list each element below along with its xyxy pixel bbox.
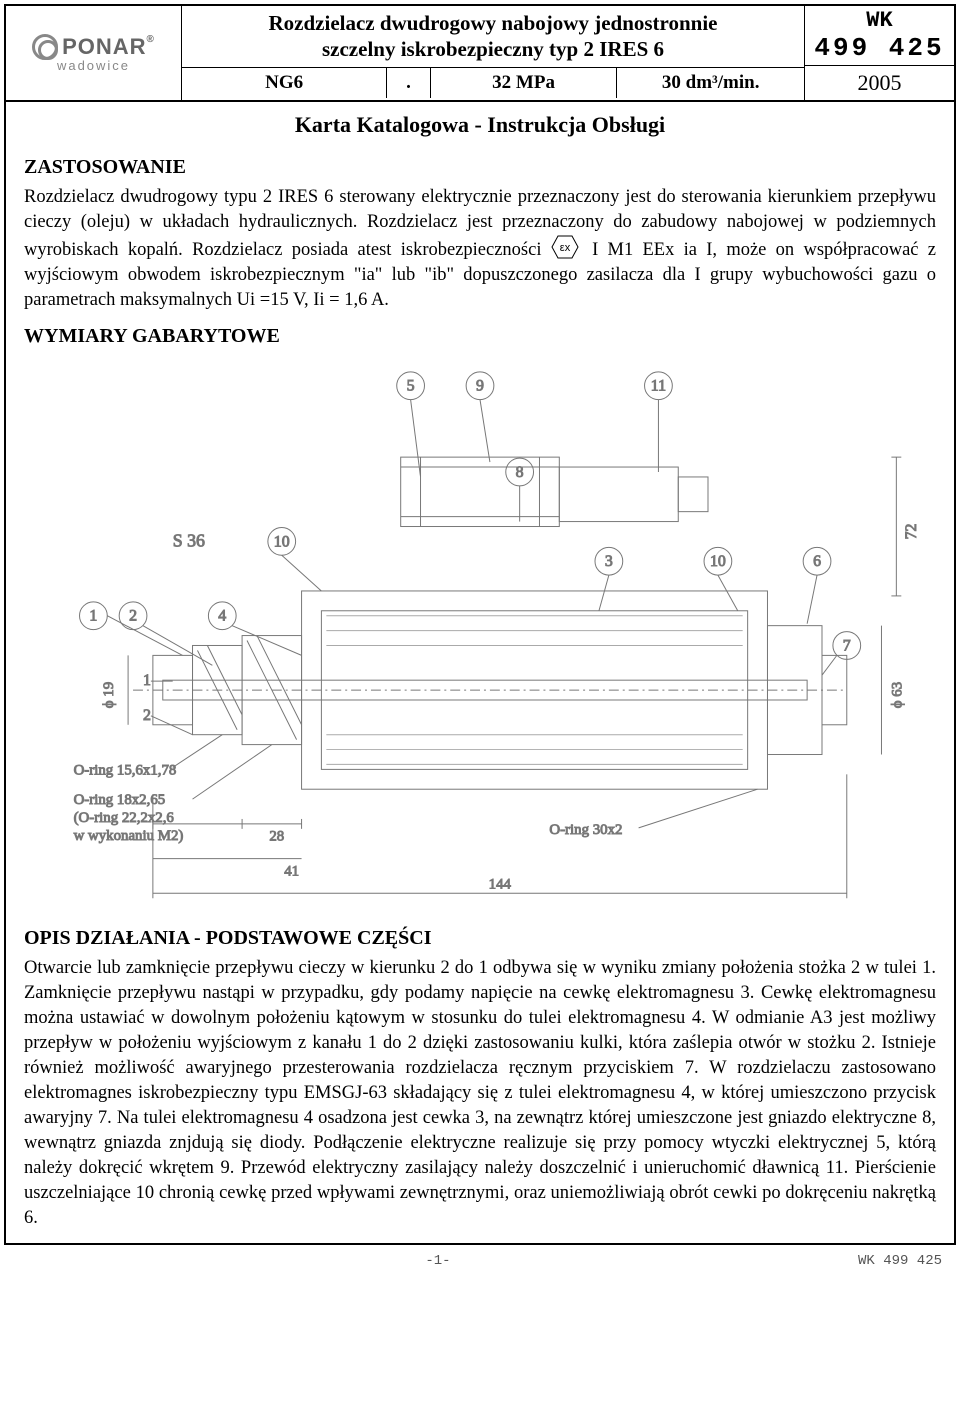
svg-text:ϕ 19: ϕ 19 [101, 682, 117, 708]
svg-text:εx: εx [560, 242, 571, 254]
spec-flow: 30 dm³/min. [617, 68, 804, 98]
svg-text:S 36: S 36 [173, 530, 205, 550]
technical-drawing: 5 9 11 [24, 358, 936, 913]
content: ZASTOSOWANIE Rozdzielacz dwudrogowy typu… [6, 156, 954, 1243]
svg-text:9: 9 [476, 378, 484, 395]
wk-number: 499 425 [805, 33, 954, 66]
spec-row: NG6 . 32 MPa 30 dm³/min. [182, 68, 804, 98]
svg-text:3: 3 [605, 553, 613, 570]
svg-text:O-ring 15,6x1,78: O-ring 15,6x1,78 [74, 762, 177, 778]
svg-text:ϕ 63: ϕ 63 [889, 682, 905, 708]
logo-subtext: wadowice [57, 58, 130, 73]
svg-text:1: 1 [89, 608, 97, 625]
svg-text:28: 28 [269, 829, 284, 845]
doc-code-cell: WK 499 425 2005 [804, 6, 954, 100]
section-application-body: Rozdzielacz dwudrogowy typu 2 IRES 6 ste… [24, 185, 936, 313]
section-application-heading: ZASTOSOWANIE [24, 156, 936, 179]
section-operation-body: Otwarcie lub zamknięcie przepływu cieczy… [24, 956, 936, 1231]
svg-text:72: 72 [903, 523, 920, 539]
svg-text:O-ring 18x2,65: O-ring 18x2,65 [74, 792, 166, 808]
wk-label: WK [805, 6, 954, 33]
spec-mpa: 32 MPa [431, 68, 618, 98]
svg-text:1: 1 [143, 672, 151, 689]
footer-ref: WK 499 425 [858, 1253, 942, 1269]
svg-text:8: 8 [516, 464, 524, 481]
svg-text:10: 10 [710, 553, 726, 570]
svg-text:41: 41 [284, 863, 299, 879]
logo-brand: PONAR® [62, 34, 155, 60]
subtitle: Karta Katalogowa - Instrukcja Obsługi [6, 102, 954, 152]
title-cell: Rozdzielacz dwudrogowy nabojowy jednostr… [182, 6, 804, 100]
footer: -1- WK 499 425 [0, 1249, 960, 1269]
svg-text:2: 2 [129, 608, 137, 625]
header: PONAR® wadowice Rozdzielacz dwudrogowy n… [6, 6, 954, 102]
svg-text:6: 6 [813, 553, 821, 570]
svg-text:11: 11 [651, 378, 666, 395]
svg-text:7: 7 [843, 637, 851, 654]
svg-text:4: 4 [218, 608, 226, 625]
svg-text:O-ring 30x2: O-ring 30x2 [549, 822, 622, 838]
logo-cell: PONAR® wadowice [6, 6, 182, 100]
svg-text:2: 2 [143, 707, 151, 724]
svg-text:10: 10 [274, 533, 290, 550]
logo-rings-icon [32, 34, 58, 60]
svg-text:5: 5 [407, 378, 415, 395]
page-frame: PONAR® wadowice Rozdzielacz dwudrogowy n… [4, 4, 956, 1245]
section-dimensions-heading: WYMIARY GABARYTOWE [24, 325, 936, 348]
spec-dot: . [387, 68, 431, 98]
ex-mark-icon: εx [551, 235, 579, 259]
footer-page: -1- [18, 1253, 858, 1269]
section-operation-heading: OPIS DZIAŁANIA - PODSTAWOWE CZĘŚCI [24, 927, 936, 950]
spec-ng: NG6 [182, 68, 387, 98]
svg-text:144: 144 [489, 876, 512, 892]
drawing-svg: 5 9 11 [24, 358, 936, 913]
svg-text:w wykonaniu M2): w wykonaniu M2) [74, 828, 184, 844]
title-main: Rozdzielacz dwudrogowy nabojowy jednostr… [182, 6, 804, 68]
wk-year: 2005 [805, 66, 954, 100]
